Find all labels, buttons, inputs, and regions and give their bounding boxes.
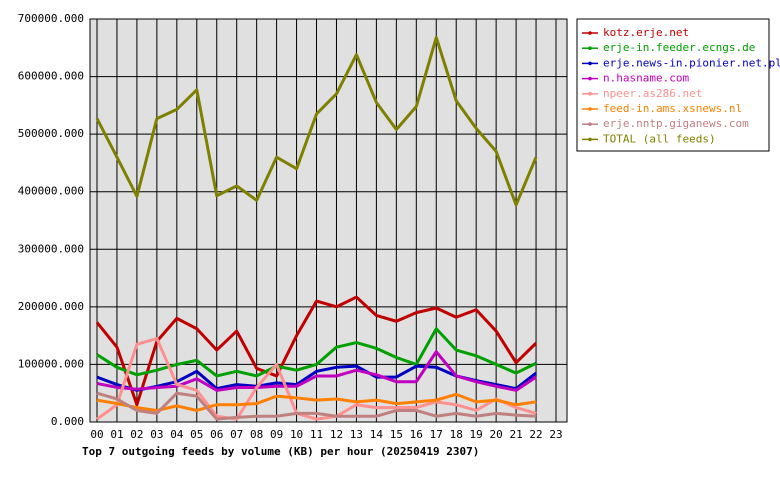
x-tick-label: 01 bbox=[110, 428, 123, 441]
y-tick-label: 0.000 bbox=[51, 415, 84, 428]
x-tick-label: 03 bbox=[150, 428, 163, 441]
x-tick-label: 22 bbox=[529, 428, 542, 441]
plot-area bbox=[89, 18, 568, 423]
series-line bbox=[95, 295, 538, 407]
x-tick-label: 00 bbox=[90, 428, 103, 441]
y-tick-label: 400000.000 bbox=[18, 185, 84, 198]
series-line bbox=[96, 350, 537, 392]
x-tick-label: 07 bbox=[230, 428, 243, 441]
legend-marker bbox=[588, 137, 592, 142]
x-tick-label: 21 bbox=[509, 428, 522, 441]
x-tick-label: 15 bbox=[390, 428, 403, 441]
x-tick-label: 04 bbox=[170, 428, 184, 441]
chart-title: Top 7 outgoing feeds by volume (KB) per … bbox=[82, 445, 479, 458]
x-tick-label: 16 bbox=[410, 428, 423, 441]
y-tick-label: 700000.000 bbox=[18, 12, 84, 25]
legend bbox=[576, 18, 770, 152]
x-tick-label: 23 bbox=[549, 428, 562, 441]
legend-marker bbox=[588, 31, 592, 35]
x-tick-label: 19 bbox=[470, 428, 483, 441]
y-tick-label: 100000.000 bbox=[18, 357, 84, 370]
lines bbox=[95, 35, 538, 421]
x-tick-label: 20 bbox=[490, 428, 503, 441]
legend-marker bbox=[588, 92, 592, 96]
x-tick-label: 05 bbox=[190, 428, 203, 441]
legend-label: erje.news-in.pionier.net.pl bbox=[603, 56, 780, 69]
y-tick-label: 200000.000 bbox=[18, 300, 84, 313]
grid bbox=[90, 18, 567, 423]
legend-label: erje-in.feeder.ecngs.de bbox=[603, 41, 755, 54]
legend-label: n.hasname.com bbox=[603, 72, 689, 85]
x-tick-label: 17 bbox=[430, 428, 443, 441]
y-tick-label: 600000.000 bbox=[18, 70, 84, 83]
legend-marker bbox=[588, 76, 592, 81]
legend-label: npeer.as286.net bbox=[603, 87, 702, 100]
series-line bbox=[96, 391, 537, 421]
x-tick-label: 02 bbox=[130, 428, 143, 441]
legend-marker bbox=[588, 107, 592, 111]
y-tick-label: 500000.000 bbox=[18, 127, 84, 140]
series-line bbox=[95, 35, 538, 207]
legend-label: kotz.erje.net bbox=[603, 26, 689, 39]
series-line bbox=[96, 392, 537, 412]
x-tick-label: 11 bbox=[310, 428, 323, 441]
y-tick-label: 300000.000 bbox=[18, 242, 84, 255]
x-tick-label: 18 bbox=[450, 428, 463, 441]
legend-label: feed-in.ams.xsnews.nl bbox=[603, 102, 742, 115]
legend-marker bbox=[588, 122, 592, 126]
x-tick-label: 10 bbox=[290, 428, 303, 441]
legend-label: erje.nntp.giganews.com bbox=[603, 117, 749, 130]
x-tick-label: 09 bbox=[270, 428, 283, 441]
x-tick-label: 08 bbox=[250, 428, 263, 441]
x-tick-label: 13 bbox=[350, 428, 363, 441]
legend-marker bbox=[588, 46, 592, 50]
legend-marker bbox=[588, 61, 592, 66]
legend-label: TOTAL (all feeds) bbox=[603, 132, 716, 145]
x-tick-label: 14 bbox=[370, 428, 384, 441]
x-tick-label: 06 bbox=[210, 428, 223, 441]
series-line bbox=[96, 337, 537, 421]
x-tick-label: 12 bbox=[330, 428, 343, 441]
